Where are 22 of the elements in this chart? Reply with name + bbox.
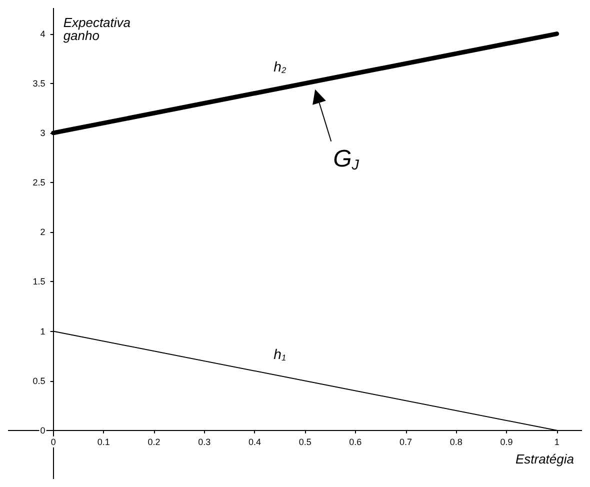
x-tick-label: 0 [50, 436, 56, 447]
x-tick-label: 0.5 [298, 436, 312, 447]
y-tick-label: 3 [40, 128, 46, 138]
x-tick-label: 0.4 [248, 436, 261, 447]
x-tick-label: 0.2 [148, 436, 160, 447]
y-tick-label: 1.5 [32, 276, 46, 287]
x-axis-title: Estratégia [515, 451, 574, 466]
y-tick-label: 2 [40, 227, 46, 238]
y-tick-label: 0.5 [32, 376, 46, 386]
x-tick-label: 1 [554, 436, 560, 447]
y-axis-title: Expectativa ganho [63, 15, 134, 43]
y-tick-label: 4 [40, 28, 46, 39]
x-tick-label: 0.3 [198, 436, 211, 447]
x-tick-label: 0.1 [97, 436, 110, 447]
y-tick-label: 1 [40, 326, 46, 336]
x-tick-label: 0.7 [400, 436, 412, 447]
y-tick-label: 2.5 [32, 178, 46, 188]
y-tick-label: 0 [40, 425, 46, 436]
x-tick-label: 0.9 [500, 436, 513, 447]
y-tick-label: 3.5 [32, 78, 46, 88]
x-tick-label: 0.6 [349, 436, 362, 447]
x-tick-label: 0.8 [450, 436, 462, 447]
